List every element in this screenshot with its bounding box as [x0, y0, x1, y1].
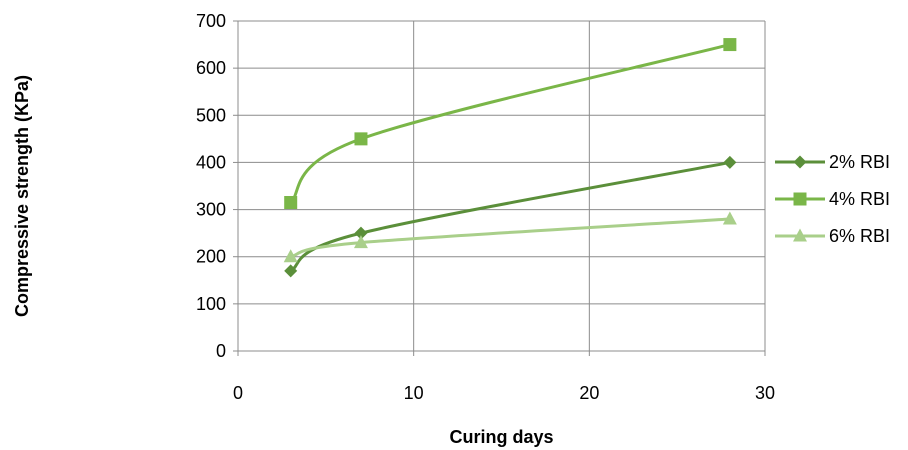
y-tick-label: 300 [196, 200, 226, 220]
data-point [354, 132, 368, 146]
series-line [290, 217, 730, 259]
data-point [722, 211, 737, 225]
series-3 [283, 211, 737, 263]
y-tick-label: 100 [196, 294, 226, 314]
data-point [284, 264, 298, 278]
data-point [723, 155, 737, 169]
data-point [283, 249, 298, 263]
y-tick-label: 400 [196, 152, 226, 172]
series-line [289, 43, 731, 204]
x-tick-label: 10 [404, 383, 424, 403]
legend-swatch-marker [793, 228, 807, 242]
y-tick-label: 500 [196, 105, 226, 125]
data-point [354, 226, 368, 240]
series-2 [284, 38, 737, 209]
axes [233, 20, 766, 356]
data-point [284, 196, 298, 209]
y-tick-label: 0 [216, 341, 226, 361]
legend-label: 6% RBI [829, 226, 890, 246]
legend-swatch-marker [793, 192, 807, 206]
gridlines [238, 20, 766, 351]
x-tick-label: 30 [755, 383, 775, 403]
legend-item: 2% RBI [775, 152, 890, 172]
y-tick-label: 700 [196, 11, 226, 31]
legend: 2% RBI 4% RBI 6% RBI [775, 152, 890, 246]
legend-label: 2% RBI [829, 152, 890, 172]
data-point [723, 38, 737, 52]
series-line [289, 160, 731, 273]
y-tick-label: 200 [196, 247, 226, 267]
legend-label: 4% RBI [829, 189, 890, 209]
data-point [353, 235, 368, 249]
tick-labels: 0 100 200 300 400 500 600 700 0 10 20 30 [196, 11, 775, 403]
y-tick-label: 600 [196, 58, 226, 78]
series-1 [284, 155, 737, 278]
x-tick-label: 0 [233, 383, 243, 403]
x-axis-title: Curing days [449, 427, 553, 447]
legend-swatch-marker [793, 155, 807, 169]
y-axis-title: Compressive strength (KPa) [12, 75, 32, 317]
legend-item: 4% RBI [775, 189, 890, 209]
series-layer [283, 38, 737, 278]
legend-item: 6% RBI [775, 226, 890, 246]
x-tick-label: 20 [579, 383, 599, 403]
